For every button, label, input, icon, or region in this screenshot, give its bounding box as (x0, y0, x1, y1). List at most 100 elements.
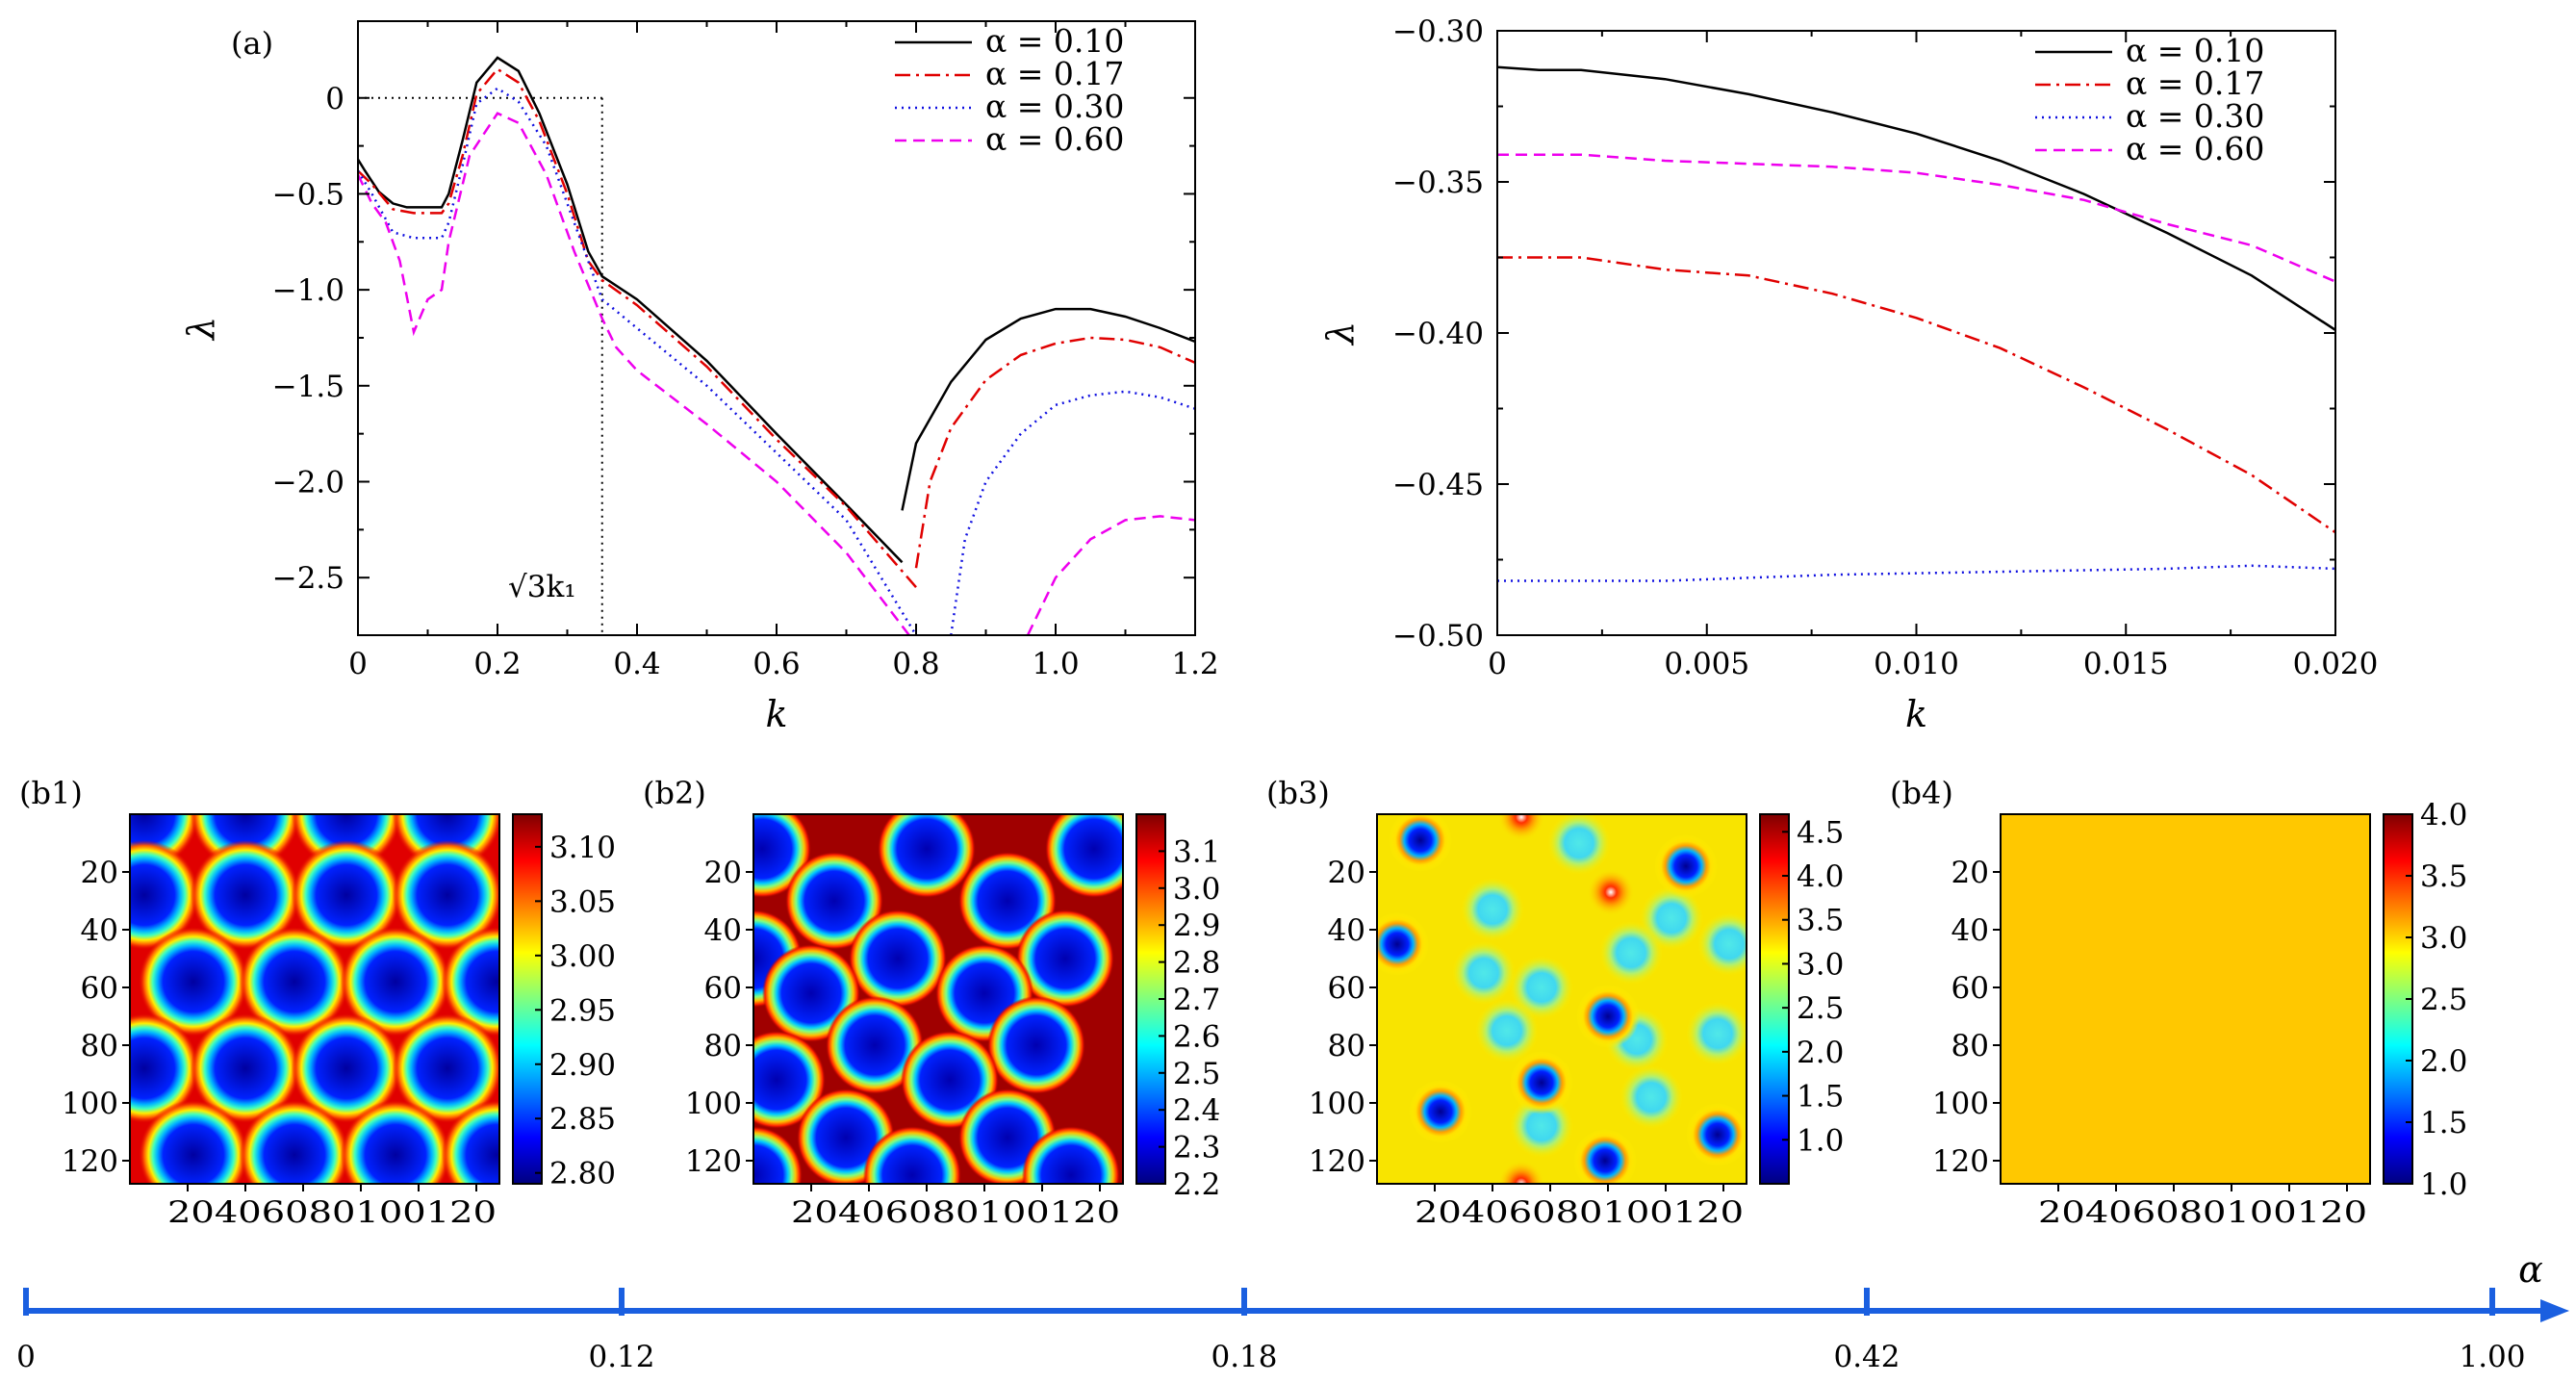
colorbar-tick-label: 3.05 (549, 884, 616, 919)
heatmap-spot (1022, 1126, 1120, 1184)
alpha-axis: 0 0.12 0.18 0.42 1.00 α (16, 1248, 2569, 1374)
x-axis-label: k (1905, 693, 1927, 735)
k-annotation: √3k₁ (508, 570, 576, 604)
legend-label-2: α = 0.17 (985, 55, 1124, 92)
hm-x-tick-labels: 20406080100120 (2038, 1195, 2367, 1230)
heatmap-spot-blue (1510, 1051, 1573, 1114)
series-line-2-seg-1 (1497, 256, 2335, 534)
hm-y-tick-label: 80 (704, 1029, 742, 1063)
alpha-axis-tick-label: 0.18 (1211, 1340, 1277, 1374)
heatmap-b4: 20406080100120204060801001204.03.53.02.5… (1932, 798, 2467, 1230)
heatmap-spot (393, 1013, 499, 1123)
y-tick-label: −0.50 (1392, 619, 1484, 653)
y-tick-label: −2.0 (272, 466, 344, 500)
colorbar-tick-label: 2.4 (1173, 1093, 1220, 1128)
x-tick-label: 1.0 (1032, 647, 1079, 681)
heatmap-spot-blue (1576, 985, 1640, 1048)
colorbar-tick-label: 3.0 (1797, 947, 1844, 982)
colorbar-tick-label: 2.8 (1173, 946, 1220, 981)
heatmap-b1: 20406080100120204060801001203.103.053.00… (62, 813, 616, 1230)
series-line-3-seg-1 (1497, 564, 2335, 582)
series-line-2-seg-2 (914, 336, 1195, 569)
heatmap-spot (863, 1126, 961, 1184)
colorbar-tick-label: 2.0 (2420, 1044, 2467, 1079)
colorbar-tick-label: 2.80 (549, 1157, 616, 1191)
colorbar-tick-label: 2.95 (549, 993, 616, 1028)
heatmap-spot-cyan (1620, 1065, 1683, 1129)
y-tick-label: −1.5 (272, 370, 344, 404)
hm-y-tick-label: 120 (685, 1144, 742, 1179)
hm-y-tick-label: 120 (1932, 1144, 1989, 1179)
heatmap-spot (1016, 909, 1114, 1008)
series-line-2-seg-1 (358, 67, 917, 589)
heatmap-b2: 20406080100120204060801001203.13.02.92.8… (685, 813, 1220, 1230)
series-line-1-seg-1 (1497, 65, 2335, 331)
panel-b1-label: (b1) (19, 775, 83, 811)
hm-y-tick-label: 120 (1309, 1144, 1365, 1179)
colorbar-tick-label: 3.00 (549, 939, 616, 974)
colorbar-tick-label: 3.0 (1173, 872, 1220, 907)
colorbar-tick-label: 2.7 (1173, 983, 1220, 1017)
colorbar-tick-label: 2.90 (549, 1048, 616, 1083)
heatmap-spot (191, 840, 300, 950)
alpha-axis-tick-label: 0.42 (1833, 1340, 1900, 1374)
panel-a-label: (a) (231, 25, 273, 62)
panel-b2-label: (b2) (643, 775, 706, 811)
hm-y-tick-label: 100 (1932, 1087, 1989, 1121)
hm-y-tick-label: 80 (1951, 1029, 1989, 1063)
legend-label-3: α = 0.30 (985, 88, 1124, 125)
heatmap-frame (129, 813, 500, 1185)
y-tick-label: 0 (325, 82, 344, 116)
heatmap-spot (1045, 814, 1123, 898)
colorbar-tick-label: 2.5 (2420, 983, 2467, 1017)
x-tick-label: 1.2 (1171, 647, 1218, 681)
heatmap-frame (1376, 813, 1747, 1185)
heatmap-spot (130, 840, 199, 950)
heatmap-spot (753, 1031, 826, 1129)
hm-y-tick-label: 20 (1951, 856, 1989, 890)
hm-y-tick-label: 40 (1328, 913, 1365, 948)
alpha-axis-label: α (2518, 1248, 2543, 1291)
colorbar-tick-label: 2.5 (1797, 991, 1844, 1026)
heatmap-spot (341, 1100, 450, 1184)
heatmap-spot (878, 814, 976, 898)
colorbar-tick-label: 3.10 (549, 831, 616, 865)
hm-x-tick-labels: 20406080100120 (1415, 1195, 1744, 1230)
heatmap-spot (341, 927, 450, 1037)
heatmap-spot (240, 1100, 349, 1184)
colorbar-tick-label: 2.2 (1173, 1167, 1220, 1202)
y-tick-label: −0.35 (1392, 166, 1484, 200)
heatmap-spot (191, 1013, 300, 1123)
heatmap-spot (393, 840, 499, 950)
hm-y-tick-label: 100 (62, 1087, 118, 1121)
heatmap-spot-cyan (1510, 956, 1573, 1019)
colorbar-tick-label: 2.9 (1173, 909, 1220, 943)
heatmap-spot (849, 909, 947, 1008)
colorbar-tick-label: 2.3 (1173, 1131, 1220, 1165)
hm-x-tick-labels: 20406080100120 (791, 1195, 1120, 1230)
heatmap-spot (753, 1126, 803, 1184)
hm-x-tick-labels: 20406080100120 (167, 1195, 497, 1230)
heatmap-spot (785, 852, 883, 950)
heatmap-spot-red (1588, 869, 1634, 915)
heatmap-spot-blue (1686, 1103, 1747, 1166)
heatmap-spot-cyan (1697, 912, 1747, 976)
colorbar-tick-label: 3.0 (2420, 921, 2467, 956)
legend-label-3: α = 0.30 (2126, 97, 2264, 135)
series-line-4-seg-1 (1497, 153, 2335, 283)
hm-y-tick-label: 120 (62, 1144, 118, 1179)
series-line-3-seg-2 (950, 390, 1195, 635)
heatmap-panels: 20406080100120 20406080100120 3.10 3.05 3.00… (62, 798, 2467, 1230)
alpha-axis-tick-label: 1.00 (2459, 1340, 2525, 1374)
y-tick-label: −0.40 (1392, 317, 1484, 351)
x-tick-label: 0.4 (613, 647, 660, 681)
series-line-1-seg-1 (358, 56, 904, 564)
x-tick-label: 0.005 (1664, 647, 1749, 681)
hm-y-tick-label: 100 (1309, 1087, 1365, 1121)
chart-panel-a-right: 0 0.005 0.010 0.015 0.020 −0.30 −0.35 −0.40 −0.4… (1319, 14, 2378, 735)
colorbar-tick-label: 4.0 (2420, 798, 2467, 832)
colorbar-tick-label: 1.0 (2420, 1167, 2467, 1202)
colorbar-tick-label: 2.85 (549, 1102, 616, 1137)
y-axis-label: λ (180, 317, 222, 342)
heatmap-background (2001, 814, 2370, 1184)
